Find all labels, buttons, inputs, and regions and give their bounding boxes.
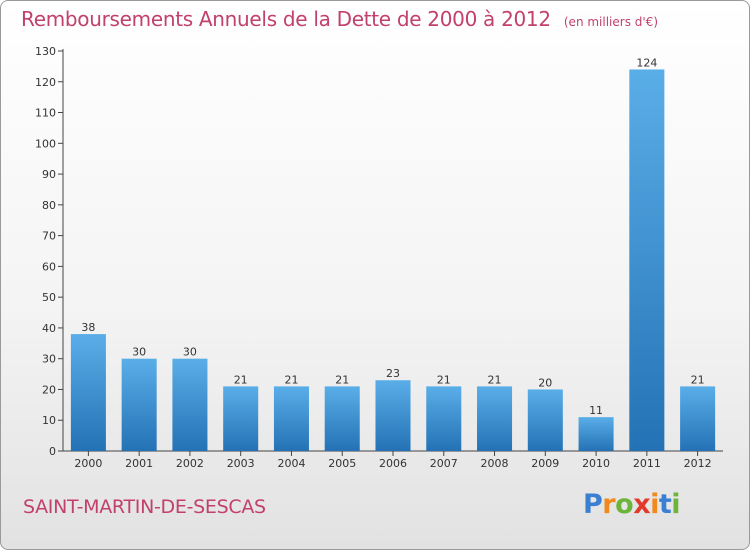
x-tick-label: 2012 bbox=[684, 457, 712, 470]
y-tick-label: 110 bbox=[35, 107, 56, 120]
y-tick-label: 30 bbox=[42, 353, 56, 366]
y-tick-label: 60 bbox=[42, 260, 56, 273]
chart-axes: 0 10 20 30 40 50 60 70 80 90 100 110 120 130 2000 2001 2… bbox=[35, 45, 723, 470]
y-tick-label: 10 bbox=[42, 414, 56, 427]
bar bbox=[426, 386, 462, 451]
y-tick-label: 80 bbox=[42, 199, 56, 212]
bar bbox=[578, 417, 614, 451]
logo-letter: t bbox=[658, 489, 672, 520]
bar bbox=[477, 386, 513, 451]
x-tick-label: 2010 bbox=[582, 457, 610, 470]
logo-letter: i bbox=[671, 489, 681, 520]
chart-bars bbox=[70, 69, 716, 451]
bar bbox=[324, 386, 360, 451]
x-tick-label: 2003 bbox=[227, 457, 255, 470]
bar bbox=[375, 380, 411, 451]
bar-value-label: 38 bbox=[81, 321, 95, 334]
bar-value-label: 30 bbox=[183, 346, 197, 359]
y-tick-label: 130 bbox=[35, 45, 56, 58]
bar bbox=[629, 69, 665, 451]
bar bbox=[527, 389, 563, 451]
bar-value-label: 21 bbox=[691, 373, 705, 386]
chart-value-labels: 38 30 30 21 21 21 23 21 21 20 11 124 21 bbox=[81, 56, 704, 417]
bar-value-label: 21 bbox=[284, 373, 298, 386]
logo-letter: i bbox=[650, 489, 659, 520]
bar-value-label: 11 bbox=[589, 404, 603, 417]
y-tick-label: 20 bbox=[42, 383, 56, 396]
proxiti-logo: Proxiti bbox=[583, 489, 681, 520]
bar-value-label: 30 bbox=[132, 346, 146, 359]
y-tick-label: 70 bbox=[42, 230, 56, 243]
chart-title-text: Remboursements Annuels de la Dette de 20… bbox=[21, 7, 551, 31]
x-tick-label: 2011 bbox=[633, 457, 661, 470]
x-tick-label: 2002 bbox=[176, 457, 204, 470]
bar-value-label: 21 bbox=[488, 373, 502, 386]
logo-letter: x bbox=[633, 489, 651, 520]
bar-value-label: 23 bbox=[386, 367, 400, 380]
bar bbox=[172, 358, 208, 451]
x-tick-label: 2008 bbox=[481, 457, 509, 470]
logo-letter: o bbox=[615, 489, 634, 520]
y-tick-label: 90 bbox=[42, 168, 56, 181]
y-tick-label: 100 bbox=[35, 137, 56, 150]
bar-value-label: 20 bbox=[538, 376, 552, 389]
chart-title: Remboursements Annuels de la Dette de 20… bbox=[21, 7, 658, 31]
x-tick-label: 2004 bbox=[277, 457, 305, 470]
bar-value-label: 21 bbox=[234, 373, 248, 386]
bar bbox=[121, 358, 157, 451]
bar bbox=[70, 334, 106, 451]
y-tick-label: 0 bbox=[49, 445, 56, 458]
bar bbox=[223, 386, 259, 451]
logo-letter: P bbox=[583, 489, 603, 520]
x-tick-label: 2007 bbox=[430, 457, 458, 470]
bar bbox=[680, 386, 716, 451]
x-tick-label: 2009 bbox=[531, 457, 559, 470]
logo-letter: r bbox=[602, 489, 616, 520]
bar bbox=[273, 386, 309, 451]
bar-value-label: 21 bbox=[437, 373, 451, 386]
y-tick-label: 50 bbox=[42, 291, 56, 304]
x-tick-label: 2006 bbox=[379, 457, 407, 470]
bar-value-label: 21 bbox=[335, 373, 349, 386]
bar-value-label: 124 bbox=[636, 56, 657, 69]
y-tick-label: 120 bbox=[35, 76, 56, 89]
chart-unit-text: (en milliers d'€) bbox=[563, 15, 658, 29]
town-name: SAINT-MARTIN-DE-SESCAS bbox=[23, 496, 266, 518]
x-tick-label: 2005 bbox=[328, 457, 356, 470]
y-tick-label: 40 bbox=[42, 322, 56, 335]
x-tick-label: 2001 bbox=[125, 457, 153, 470]
x-tick-label: 2000 bbox=[74, 457, 102, 470]
